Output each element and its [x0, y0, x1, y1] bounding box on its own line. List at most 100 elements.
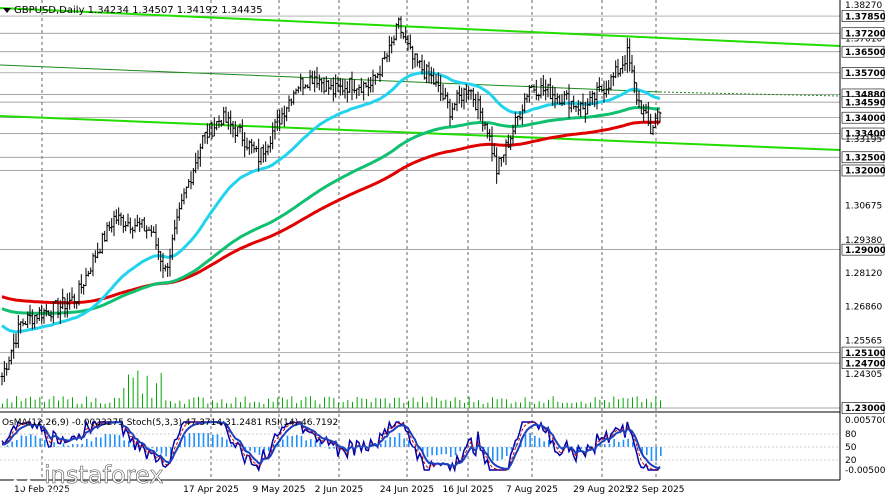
volume-bar: [170, 401, 171, 408]
instaforex-logo: instaforex Instant Forex Trading: [6, 458, 164, 498]
volume-bar: [333, 397, 335, 408]
collapse-triangle-icon[interactable]: [3, 8, 11, 13]
volume-bar: [622, 397, 624, 408]
osma-bar: [431, 447, 433, 456]
osma-bar: [450, 447, 452, 457]
volume-bar: [249, 402, 251, 408]
volume-bar: [557, 401, 559, 408]
volume-bar: [506, 399, 507, 408]
osma-bar: [193, 433, 195, 447]
price-tick-label: 1.30675: [845, 202, 882, 212]
osma-bar: [604, 444, 606, 447]
price-tick-label: 1.34000: [845, 114, 885, 124]
ema200-line: [1, 120, 661, 305]
price-tick-label: 1.23000: [845, 404, 885, 414]
instaforex-logo-text: instaforex: [44, 461, 164, 489]
volume-bar: [562, 403, 563, 408]
volume-bar: [375, 397, 377, 408]
volume-bar: [156, 383, 157, 408]
osma-bar: [506, 447, 508, 457]
osma-bar: [34, 435, 37, 447]
volume-bar: [300, 400, 302, 408]
volume-bar: [487, 402, 489, 408]
osma-bar: [333, 447, 335, 449]
volume-bar: [216, 402, 218, 408]
volume-bar: [641, 402, 643, 408]
volume-bar: [361, 398, 363, 408]
price-tick-label: 1.25565: [845, 337, 882, 347]
osma-bar: [277, 441, 279, 447]
volume-bar: [571, 403, 573, 408]
osma-bar: [380, 443, 382, 447]
volume-bar: [594, 397, 596, 408]
osma-bar: [440, 447, 443, 455]
volume-bar: [468, 396, 470, 408]
price-tick-label: 1.37850: [845, 12, 885, 22]
channel-upper-line: [0, 7, 841, 47]
volume-bar: [193, 397, 195, 408]
volume-bar: [440, 400, 442, 408]
osma-bar: [81, 443, 83, 447]
volume-bar: [459, 399, 461, 408]
osma-bar: [319, 442, 321, 447]
volume-bar: [67, 399, 69, 408]
volume-bar: [342, 402, 344, 408]
volume-bar: [394, 397, 395, 408]
osma-bar: [104, 433, 107, 447]
osma-bar: [67, 445, 69, 447]
volume-bar: [226, 403, 227, 408]
volume-bar: [520, 402, 521, 408]
volume-bar: [580, 401, 582, 408]
osma-bar: [165, 447, 167, 457]
volume-bar: [165, 400, 167, 408]
volume-bar: [328, 396, 330, 408]
osma-bar: [534, 435, 536, 447]
osma-bar: [151, 447, 153, 449]
osma-bar: [142, 447, 144, 448]
volume-bar: [576, 402, 577, 408]
price-label-box: [841, 243, 885, 256]
volume-bar: [16, 396, 17, 408]
osma-bar: [95, 437, 97, 447]
osma-bar: [86, 438, 88, 447]
osma-bar: [510, 447, 513, 450]
date-tick-label: 7 Aug 2025: [506, 485, 558, 495]
volume-bar: [627, 398, 629, 408]
osma-bar: [263, 447, 265, 451]
volume-bar: [380, 398, 381, 408]
date-tick-label: 2 Jun 2025: [315, 485, 363, 495]
price-label-box: [841, 67, 885, 79]
price-label-box: [841, 96, 885, 108]
osma-bar: [118, 435, 121, 447]
volume-bar: [114, 397, 115, 408]
volume-bar: [207, 403, 209, 408]
volume-bar: [39, 397, 41, 408]
osma-bar: [557, 447, 559, 450]
osma-bar: [496, 447, 499, 461]
volume-bar: [412, 397, 414, 408]
volume-bars: [2, 370, 661, 408]
volume-bar: [389, 403, 391, 408]
osma-bar: [188, 433, 191, 447]
volume-bar: [244, 396, 246, 408]
osma-bar: [417, 447, 419, 451]
volume-bar: [403, 402, 405, 408]
price-tick-label: 1.24305: [845, 370, 882, 380]
volume-bar: [646, 398, 647, 408]
volume-bar: [324, 397, 325, 408]
volume-bar: [510, 403, 512, 408]
osma-bar: [202, 433, 205, 447]
osma-bar: [468, 446, 471, 447]
osma-bar: [459, 447, 461, 452]
osma-bar: [660, 447, 662, 456]
price-bars: [0, 16, 662, 386]
osma-bar: [636, 447, 639, 450]
osma-bar: [76, 444, 79, 447]
osma-bar: [310, 439, 312, 447]
osma-bar: [39, 438, 41, 447]
osma-bar: [492, 447, 494, 461]
volume-bar: [482, 403, 484, 408]
osma-bar: [230, 444, 233, 447]
